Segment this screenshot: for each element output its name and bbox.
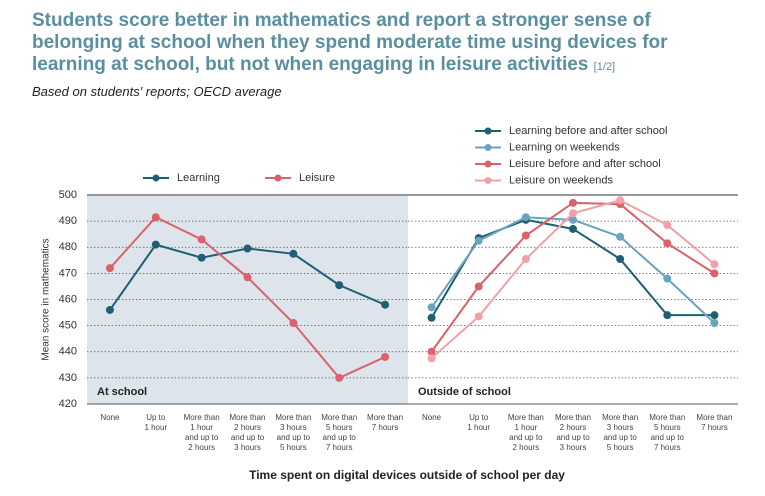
x-tick-label: None — [100, 413, 120, 422]
point — [663, 221, 672, 230]
point — [474, 312, 483, 321]
point — [427, 354, 436, 363]
point — [663, 311, 672, 320]
y-tick-label: 420 — [59, 398, 77, 410]
point — [521, 231, 530, 240]
point — [616, 196, 625, 205]
y-axis-title: Mean score in mathematics — [41, 238, 52, 360]
point — [151, 213, 160, 222]
legend-label: Learning before and after school — [509, 125, 667, 137]
legend-marker — [274, 174, 282, 182]
legend-label: Learning on weekends — [509, 141, 620, 153]
point — [243, 244, 252, 253]
y-tick-label: 440 — [59, 346, 77, 358]
legend-marker — [484, 177, 492, 184]
point — [381, 300, 390, 309]
series-line — [430, 218, 715, 319]
point — [105, 264, 114, 273]
x-tick-label: Up to 1 hour — [467, 413, 491, 432]
point — [569, 209, 577, 218]
point — [521, 213, 530, 222]
point — [474, 236, 483, 245]
legend-label: Learning — [177, 172, 220, 184]
legend-marker — [484, 144, 492, 151]
series-line — [430, 199, 716, 360]
title-block: Students score better in mathematics and… — [32, 10, 712, 78]
y-tick-label: 470 — [59, 267, 77, 279]
point — [427, 347, 436, 356]
legend-marker — [152, 174, 160, 182]
y-tick-label: 500 — [59, 189, 77, 201]
point — [474, 282, 483, 291]
x-tick-label: None — [422, 413, 442, 422]
x-tick-label: More than 5 hours and up to 7 hours — [649, 413, 686, 452]
point — [663, 239, 672, 248]
x-axis-title: Time spent on digital devices outside of… — [249, 468, 565, 482]
x-tick-label: More than 1 hour and up to 2 hours — [183, 413, 220, 452]
point — [427, 303, 436, 312]
x-tick-label: More than 7 hours — [696, 413, 733, 432]
point — [569, 215, 577, 224]
y-tick-label: 430 — [59, 372, 77, 384]
point — [521, 255, 530, 264]
legend-label: Leisure before and after school — [509, 158, 661, 170]
title-note: [1/2] — [593, 61, 616, 73]
x-tick-label: Up to 1 hour — [144, 413, 168, 432]
title: Students score better in mathematics and… — [32, 10, 668, 75]
y-tick-label: 480 — [59, 241, 77, 253]
point — [427, 313, 436, 322]
point — [569, 198, 577, 207]
subtitle: Based on students' reports; OECD average — [32, 84, 282, 99]
point — [335, 373, 344, 382]
point — [663, 274, 672, 283]
x-tick-label: More than 3 hours and up to 5 hours — [602, 413, 639, 452]
point — [710, 269, 719, 278]
panel-background — [87, 195, 408, 404]
x-tick-label: More than 5 hours and up to 7 hours — [321, 413, 358, 452]
point — [197, 235, 206, 244]
x-tick-label: More than 1 hour and up to 2 hours — [507, 413, 544, 452]
point — [289, 319, 298, 328]
panel-label: Outside of school — [418, 386, 511, 398]
point — [335, 281, 344, 290]
legend-label: Leisure — [299, 172, 335, 184]
point — [616, 232, 625, 241]
series-line — [430, 216, 716, 324]
point — [197, 253, 206, 262]
x-tick-label: More than 7 hours — [367, 413, 404, 432]
x-tick-label: More than 2 hours and up to 3 hours — [229, 413, 266, 452]
point — [381, 352, 390, 361]
legend-marker — [484, 160, 492, 168]
y-tick-label: 490 — [59, 215, 77, 227]
y-tick-label: 450 — [59, 320, 77, 332]
point — [243, 273, 252, 282]
point — [710, 319, 719, 328]
point — [105, 305, 114, 314]
legend-label: Leisure on weekends — [509, 174, 613, 186]
point — [569, 224, 577, 233]
point — [616, 255, 625, 264]
y-tick-label: 460 — [59, 293, 77, 305]
point — [710, 260, 719, 269]
x-tick-label: More than 2 hours and up to 3 hours — [554, 413, 592, 452]
point — [151, 240, 160, 249]
point — [710, 311, 719, 320]
x-tick-label: More than 3 hours and up to 5 hours — [275, 413, 312, 452]
panel-label: At school — [97, 386, 147, 398]
point — [289, 249, 298, 258]
legend-marker — [484, 127, 492, 135]
